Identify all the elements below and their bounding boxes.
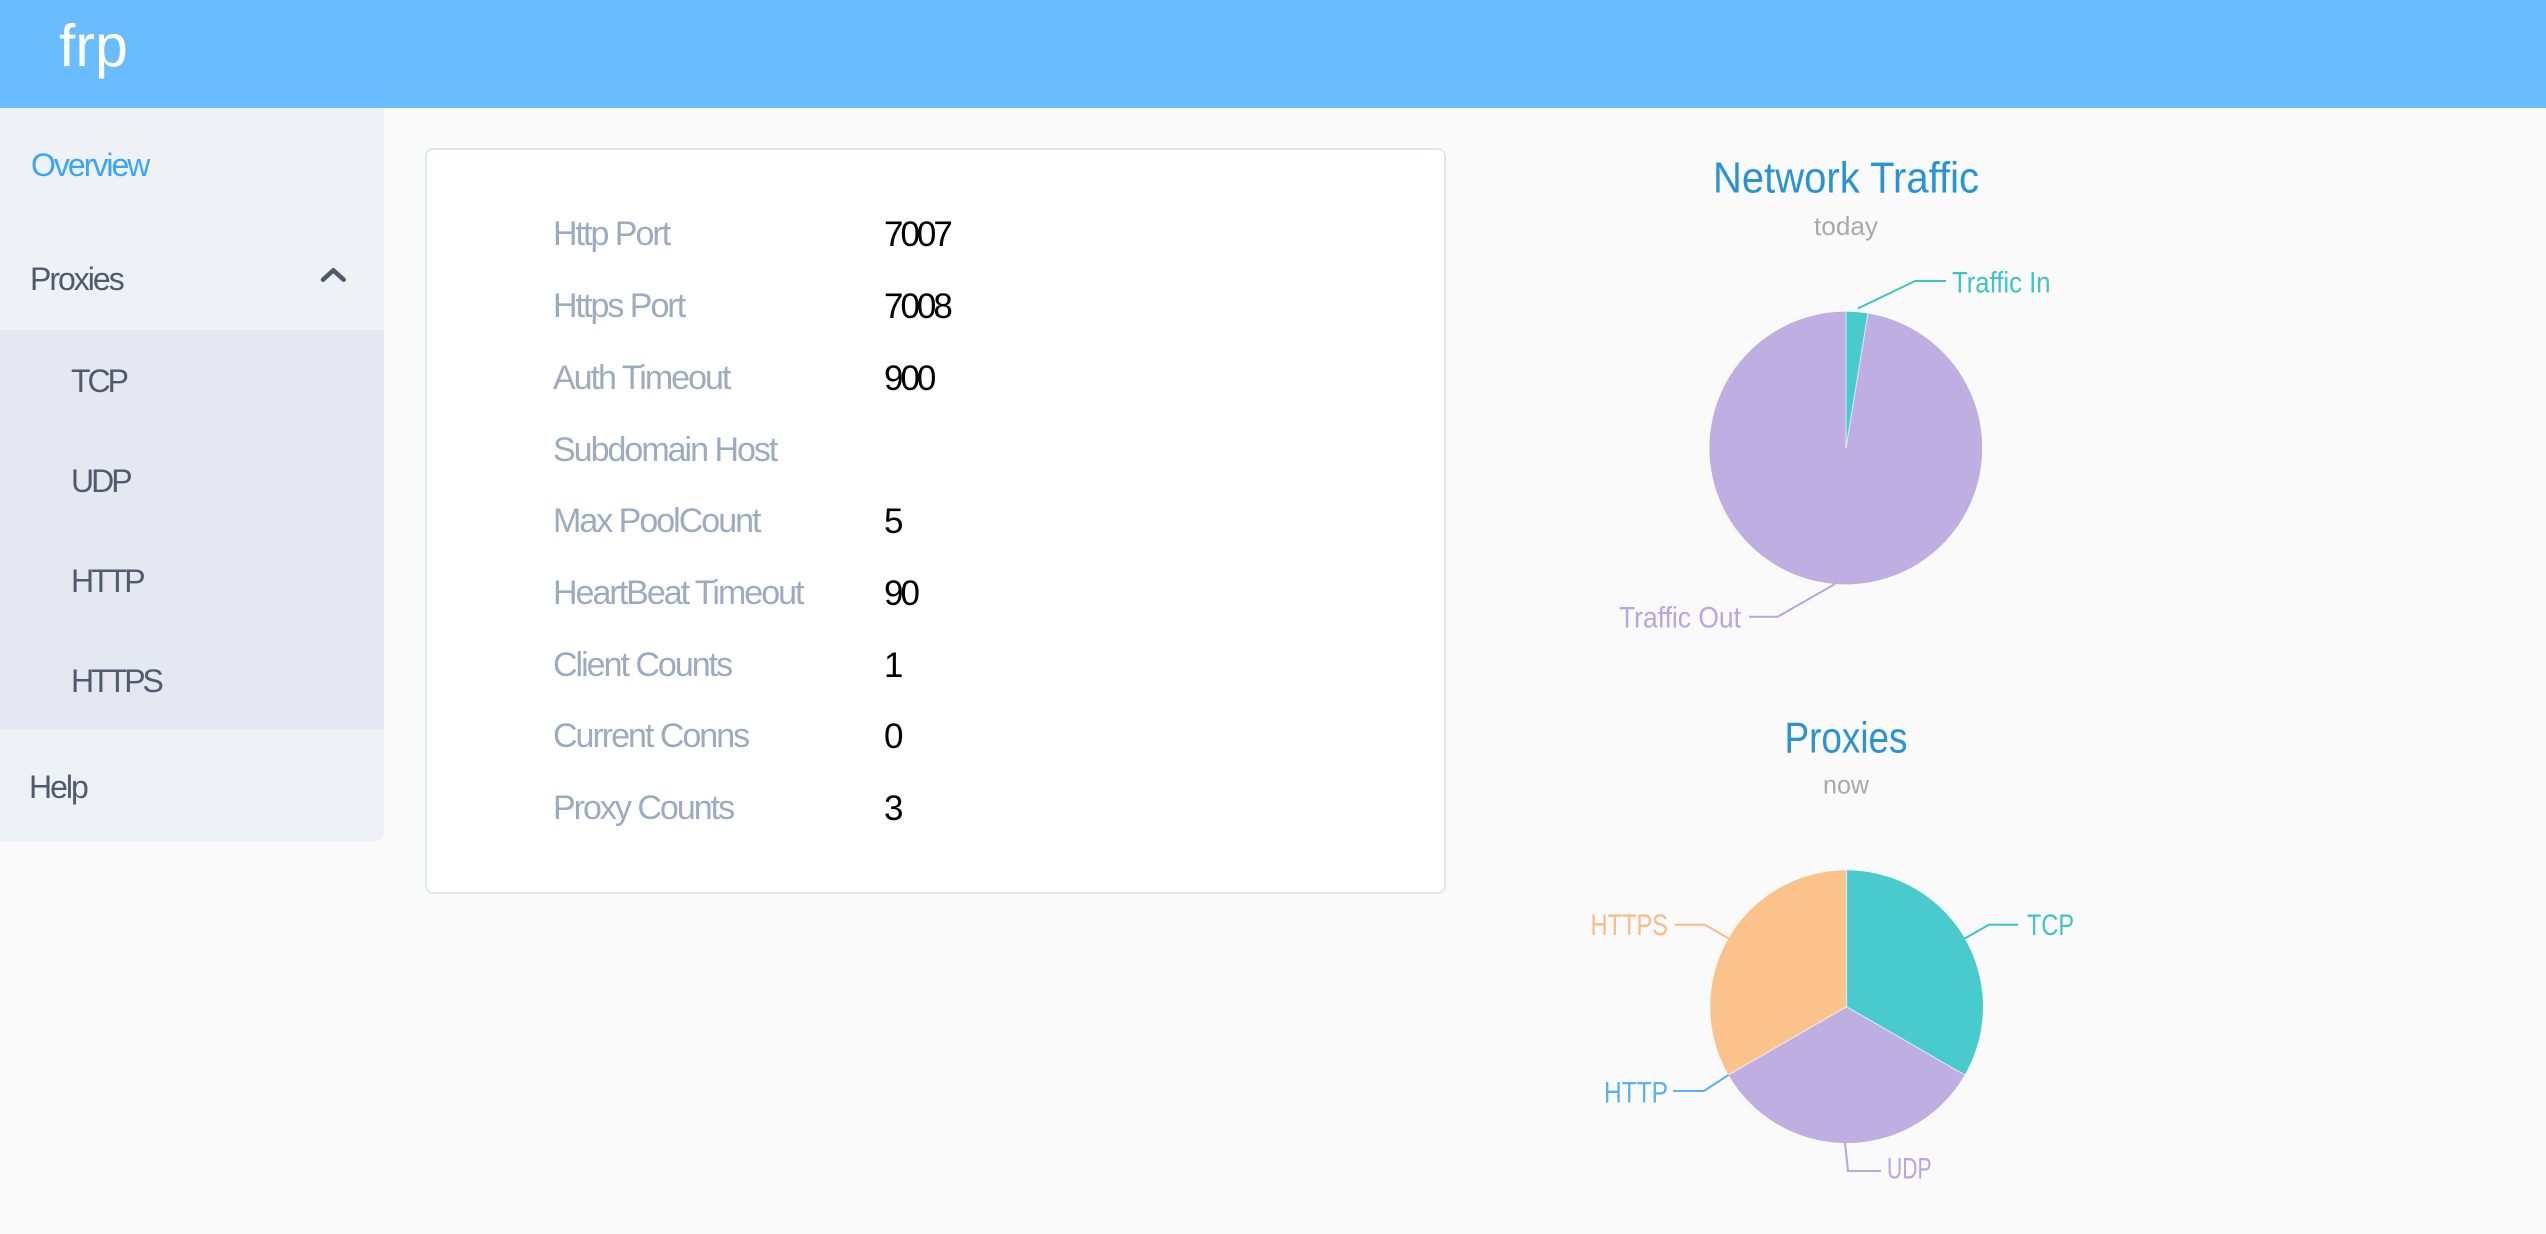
svg-text:today: today: [1814, 211, 1878, 241]
svg-text:HTTP: HTTP: [1604, 1077, 1668, 1110]
svg-text:Proxies: Proxies: [1785, 714, 1908, 763]
svg-text:Traffic In: Traffic In: [1952, 267, 2051, 300]
svg-text:HTTPS: HTTPS: [1591, 909, 1669, 942]
svg-text:now: now: [1823, 770, 1869, 800]
svg-text:Network Traffic: Network Traffic: [1713, 154, 1979, 203]
svg-text:Traffic Out: Traffic Out: [1619, 601, 1742, 634]
svg-text:UDP: UDP: [1887, 1153, 1932, 1186]
svg-text:TCP: TCP: [2027, 909, 2074, 942]
